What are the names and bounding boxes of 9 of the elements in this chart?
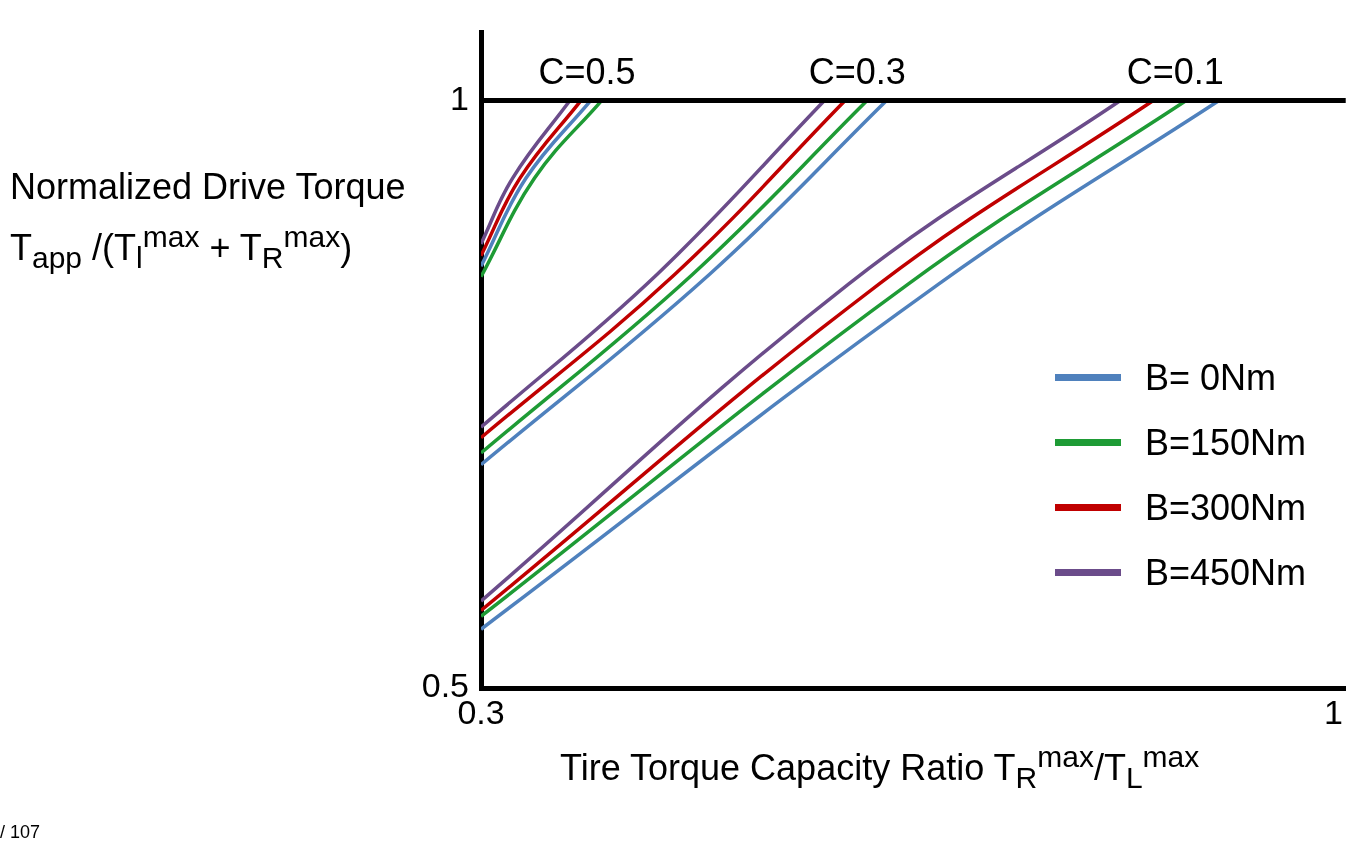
annotation: C=0.1 [1126, 50, 1224, 93]
annotation: C=0.3 [808, 50, 906, 93]
legend-label: B=300Nm [1145, 486, 1307, 529]
annotation: C=0.5 [538, 50, 636, 93]
legend-label: B=450Nm [1145, 551, 1307, 594]
legend-label: B= 0Nm [1145, 356, 1277, 399]
text: / 107 [0, 822, 41, 843]
text: Normalized Drive Torque T$_{app}$ /(T$_{l}$$^{max}$ + T$_{R}$$^{max}$) [10, 166, 406, 275]
legend-label: B=150Nm [1145, 421, 1307, 464]
